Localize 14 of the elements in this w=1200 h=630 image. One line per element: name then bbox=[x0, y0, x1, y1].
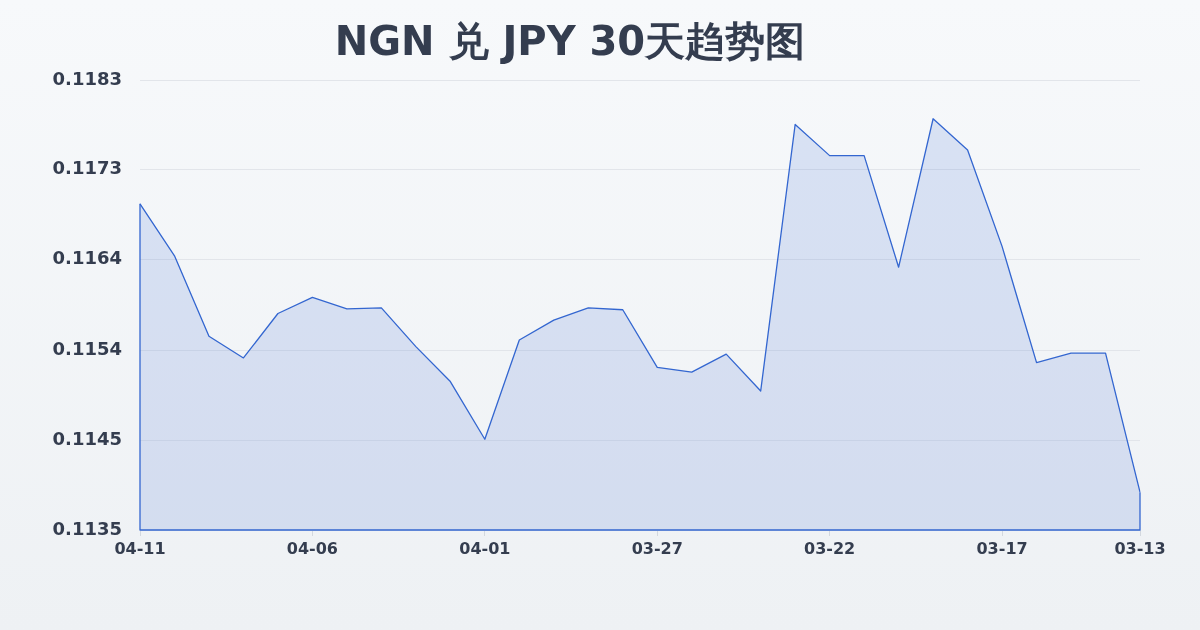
y-tick-label: 0.1183 bbox=[52, 67, 122, 89]
x-tick-label: 03-27 bbox=[631, 538, 683, 558]
x-tick-label: 04-11 bbox=[114, 538, 166, 558]
y-tick-label: 0.1145 bbox=[52, 427, 122, 449]
x-tick-label: 04-06 bbox=[286, 538, 338, 558]
y-tick-label: 0.1135 bbox=[52, 517, 122, 539]
chart-title: NGN 兑 JPY 30天趋势图 bbox=[334, 18, 806, 65]
y-tick-label: 0.1164 bbox=[52, 247, 122, 269]
x-tick-label: 04-01 bbox=[459, 538, 511, 558]
x-tick-label: 03-22 bbox=[804, 538, 856, 558]
x-tick-label: 03-17 bbox=[976, 538, 1028, 558]
x-tick-label: 03-13 bbox=[1114, 538, 1166, 558]
y-tick-label: 0.1173 bbox=[52, 157, 122, 179]
y-tick-label: 0.1154 bbox=[52, 338, 122, 360]
